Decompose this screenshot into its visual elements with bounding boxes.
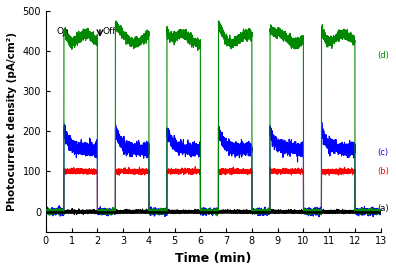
Text: (b): (b): [377, 167, 389, 176]
X-axis label: Time (min): Time (min): [175, 252, 251, 265]
Text: (c): (c): [377, 148, 388, 157]
Text: (d): (d): [377, 51, 389, 60]
Text: On: On: [57, 27, 69, 36]
Text: (a): (a): [377, 204, 388, 213]
Text: Off: Off: [103, 27, 116, 36]
Y-axis label: Photocurrent density (pA/cm²): Photocurrent density (pA/cm²): [7, 32, 17, 211]
